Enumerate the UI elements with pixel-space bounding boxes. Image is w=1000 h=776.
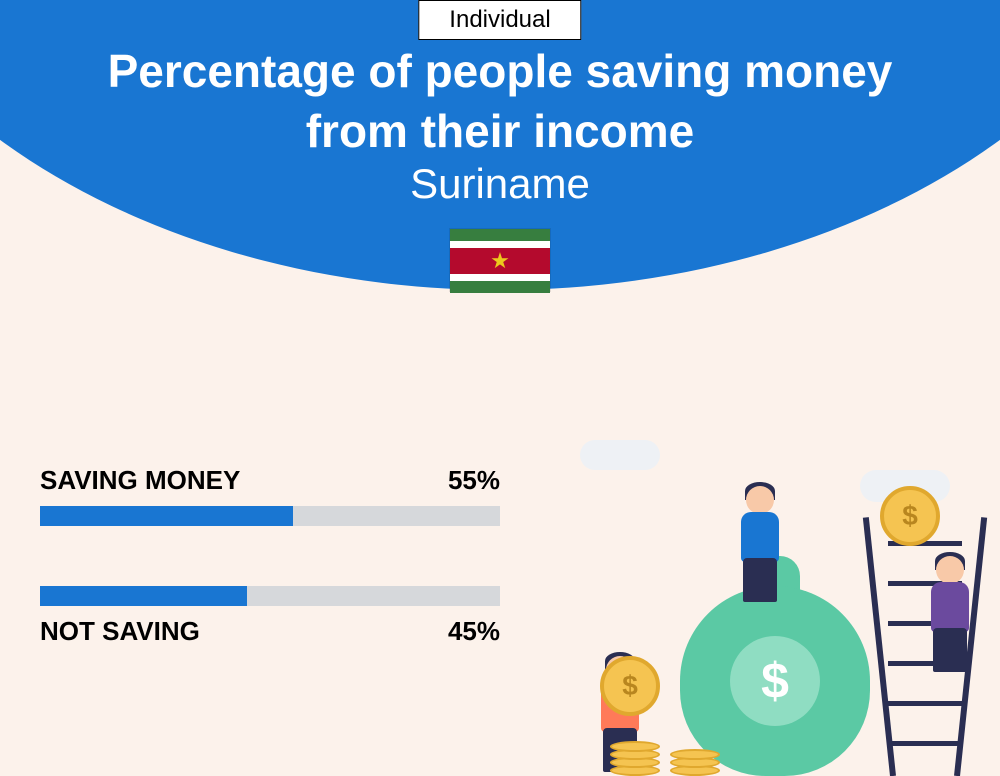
bar-saving-money: SAVING MONEY 55% bbox=[40, 465, 500, 526]
savings-illustration: $ $ $ bbox=[580, 436, 980, 776]
main-title: Percentage of people saving money from t… bbox=[0, 42, 1000, 162]
bar-label: NOT SAVING bbox=[40, 616, 200, 647]
bar-track bbox=[40, 506, 500, 526]
coin-icon: $ bbox=[880, 486, 940, 546]
bars-chart: SAVING MONEY 55% NOT SAVING 45% bbox=[40, 465, 500, 707]
bar-value: 55% bbox=[448, 465, 500, 496]
suriname-flag-icon: ★ bbox=[449, 228, 551, 292]
bar-fill bbox=[40, 586, 247, 606]
bar-label: SAVING MONEY bbox=[40, 465, 240, 496]
bar-not-saving: NOT SAVING 45% bbox=[40, 586, 500, 647]
coin-stack-icon bbox=[610, 708, 730, 776]
category-badge: Individual bbox=[418, 0, 581, 40]
country-subtitle: Suriname bbox=[0, 160, 1000, 208]
bar-value: 45% bbox=[448, 616, 500, 647]
person-icon bbox=[920, 556, 980, 676]
coin-icon: $ bbox=[600, 656, 660, 716]
person-icon bbox=[730, 486, 790, 606]
bar-fill bbox=[40, 506, 293, 526]
bar-track bbox=[40, 586, 500, 606]
